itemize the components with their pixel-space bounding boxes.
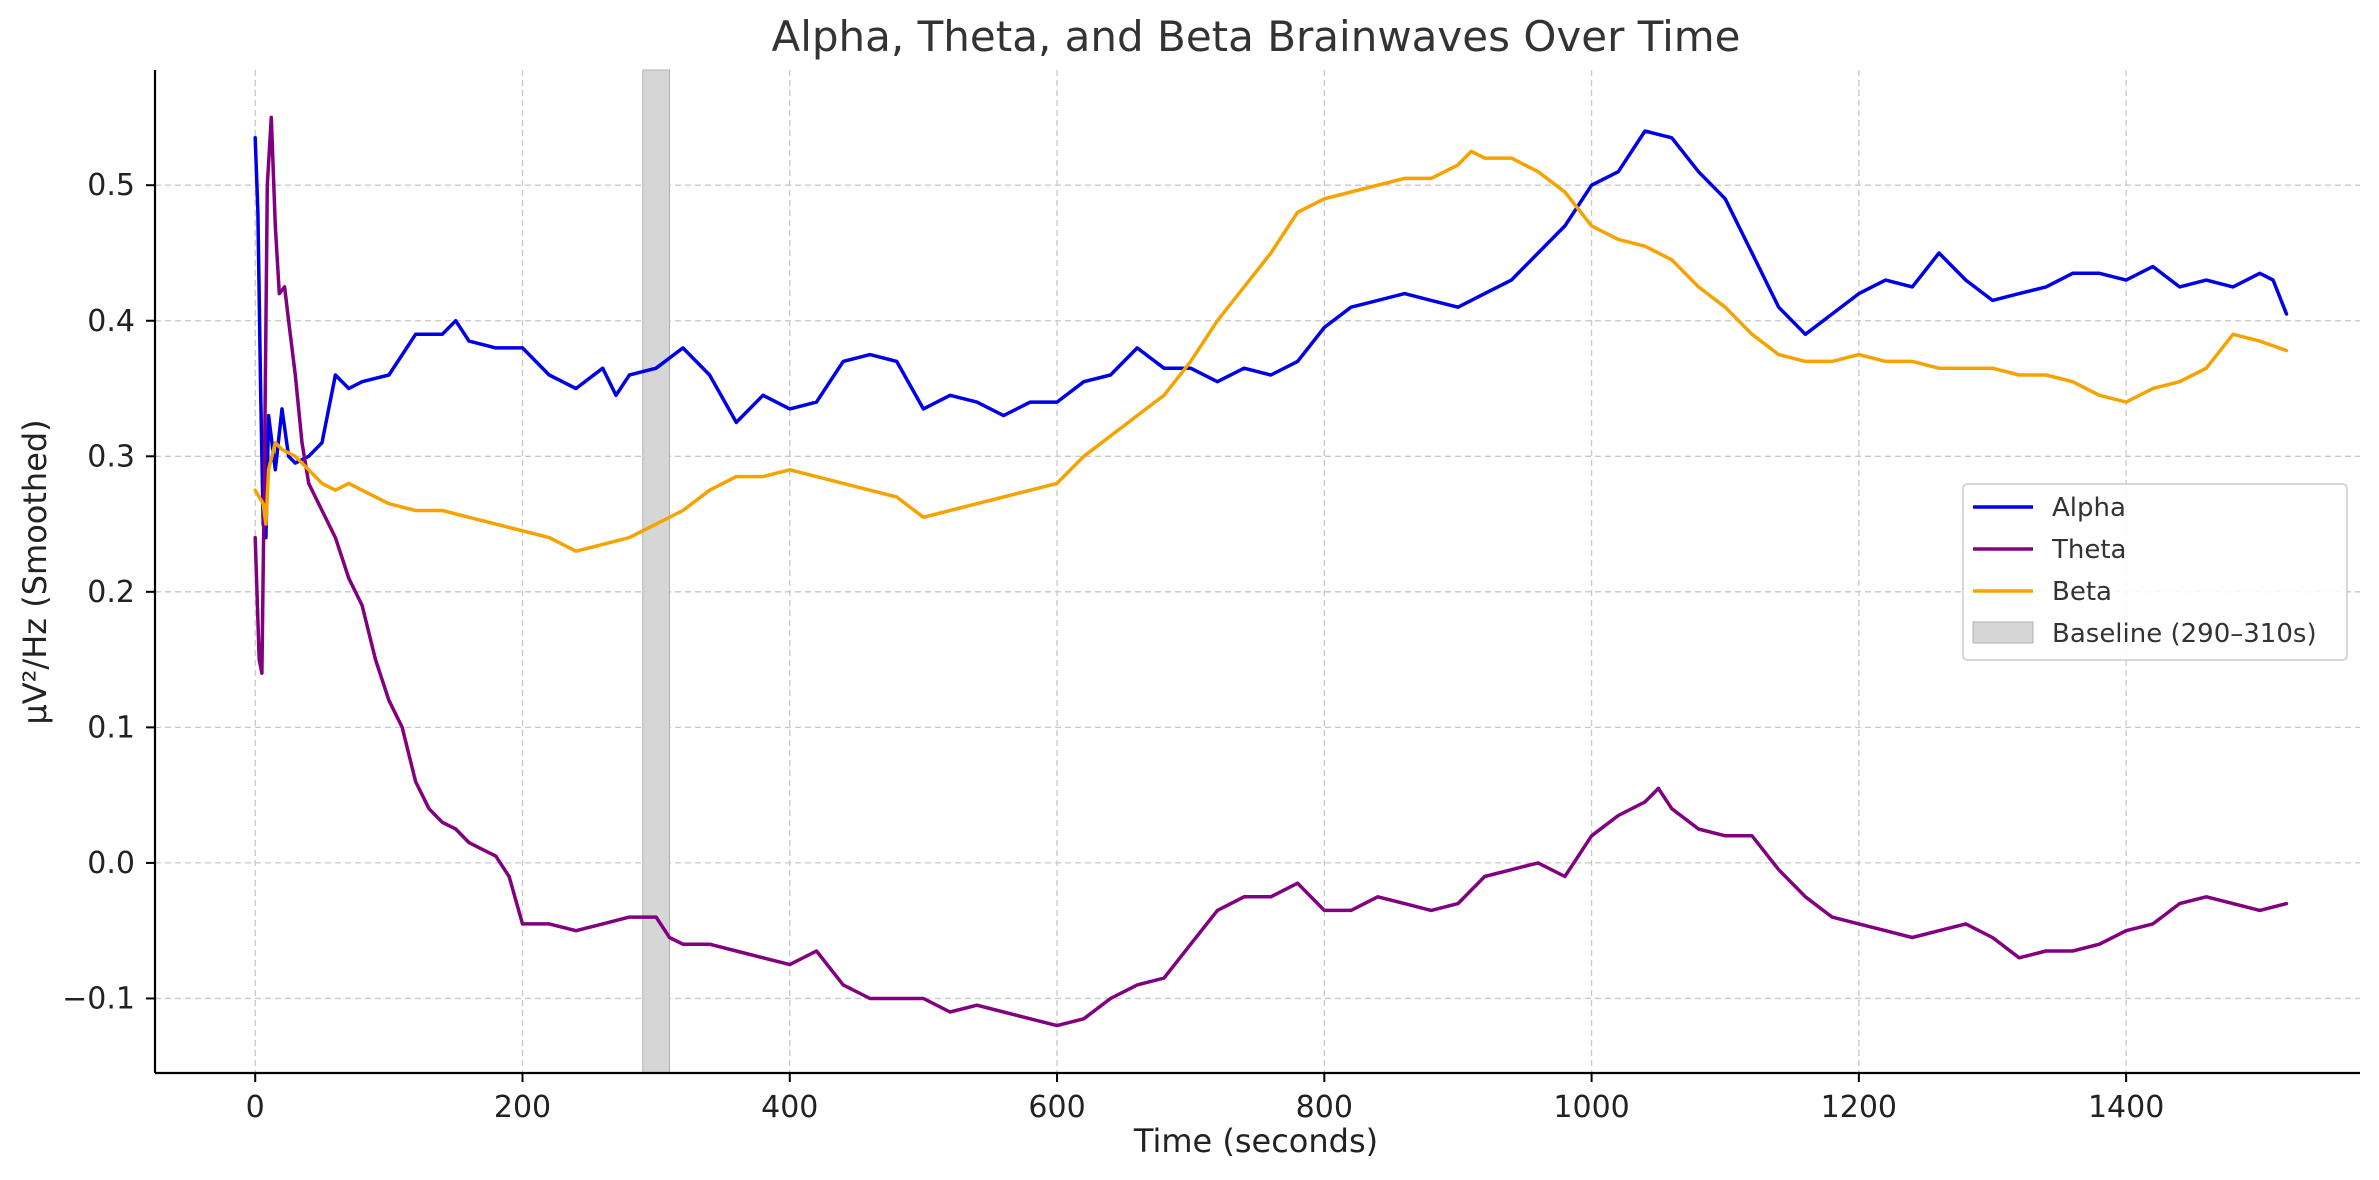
x-tick-label: 800 <box>1296 1090 1353 1125</box>
grid <box>155 70 2360 1073</box>
x-tick-label: 1200 <box>1821 1090 1897 1125</box>
x-tick-label: 1000 <box>1553 1090 1629 1125</box>
series-line-beta <box>253 149 2289 553</box>
series-line-alpha <box>253 129 2289 540</box>
y-tick-label: 0.5 <box>87 168 135 203</box>
x-tick-label: 1400 <box>2088 1090 2164 1125</box>
x-tick-label: 0 <box>246 1090 265 1125</box>
y-tick-label: 0.3 <box>87 439 135 474</box>
series-line-theta <box>253 115 2289 1028</box>
legend-label-theta: Theta <box>2051 535 2126 565</box>
y-ticks: −0.1 0.0 0.1 0.2 0.3 0.4 0.5 <box>62 168 155 1016</box>
legend: Alpha Theta Beta Baseline (290–310s) <box>1962 483 2348 661</box>
legend-label-baseline: Baseline (290–310s) <box>2052 619 2317 649</box>
x-axis-title: Time (seconds) <box>1133 1122 1378 1160</box>
x-tick-label: 200 <box>494 1090 551 1125</box>
legend-label-beta: Beta <box>2052 577 2112 607</box>
legend-frame <box>1962 483 2348 661</box>
baseline-band <box>642 69 670 1074</box>
chart-title: Alpha, Theta, and Beta Brainwaves Over T… <box>772 12 1741 61</box>
x-tick-label: 400 <box>761 1090 818 1125</box>
y-tick-label: 0.4 <box>87 304 135 339</box>
legend-swatch-baseline <box>1972 621 2034 644</box>
y-tick-label: 0.0 <box>87 846 135 881</box>
series-layer <box>253 115 2289 1028</box>
x-ticks: 0 200 400 600 800 1000 1200 1400 <box>246 1073 2164 1125</box>
legend-label-alpha: Alpha <box>2052 493 2126 523</box>
x-tick-label: 600 <box>1028 1090 1085 1125</box>
baseline-band-layer <box>642 69 670 1074</box>
y-tick-label: −0.1 <box>62 981 135 1016</box>
y-axis-title: µV²/Hz (Smoothed) <box>16 419 54 724</box>
y-tick-label: 0.1 <box>87 710 135 745</box>
y-tick-label: 0.2 <box>87 575 135 610</box>
